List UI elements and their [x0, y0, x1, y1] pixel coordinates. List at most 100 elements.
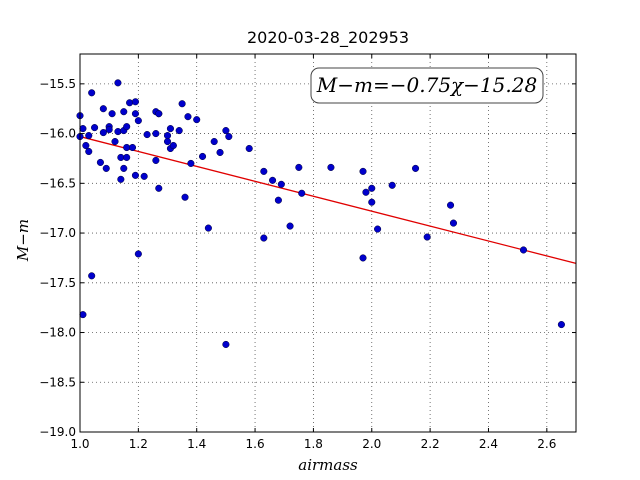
- x-tick-label: 1.4: [187, 437, 206, 451]
- data-point: [131, 98, 139, 106]
- data-point: [423, 233, 431, 241]
- data-point: [128, 143, 137, 152]
- data-point: [85, 132, 93, 140]
- data-point: [143, 131, 151, 139]
- data-point: [134, 250, 142, 258]
- x-tick-label: 2.6: [537, 437, 556, 451]
- data-point: [446, 201, 455, 209]
- y-tick-label: −17.5: [39, 276, 76, 290]
- data-point: [204, 224, 212, 232]
- x-tick-label: 1.0: [70, 437, 89, 451]
- x-tick-label: 1.6: [246, 437, 265, 451]
- y-tick-label: −15.5: [39, 77, 76, 91]
- data-point: [225, 133, 233, 141]
- y-tick-label: −17.0: [39, 226, 76, 240]
- data-point: [245, 144, 253, 153]
- x-tick-label: 1.8: [304, 437, 323, 451]
- data-point: [140, 172, 148, 180]
- data-point: [155, 110, 163, 118]
- x-tick-label: 2.2: [421, 437, 440, 451]
- axis-ticks: 1.0 1.2 1.4 1.6 1.8 2.0 2.2 2.4 2.6 −15.5 −16.0 −16…: [39, 54, 576, 451]
- data-point: [557, 321, 565, 329]
- data-point: [91, 124, 99, 132]
- y-tick-label: −16.0: [39, 127, 76, 141]
- annotation-box: M−m=−0.75χ−15.28: [310, 67, 544, 104]
- y-tick-label: −16.5: [39, 176, 76, 190]
- data-point: [222, 127, 230, 135]
- data-point: [187, 159, 195, 167]
- x-tick-label: 1.2: [129, 437, 148, 451]
- data-point: [368, 198, 376, 206]
- data-point: [362, 188, 370, 196]
- data-point: [178, 100, 186, 108]
- data-point: [131, 110, 139, 118]
- data-point: [163, 132, 172, 140]
- data-point: [359, 254, 367, 262]
- data-point: [449, 219, 458, 227]
- x-axis-label: airmass: [298, 456, 358, 474]
- annotation-frame: [310, 67, 544, 104]
- data-point: [131, 171, 139, 179]
- data-point: [519, 246, 528, 254]
- data-point: [181, 193, 189, 201]
- data-point: [123, 153, 131, 162]
- fit-line-group: [79, 135, 577, 265]
- data-point: [277, 180, 285, 188]
- data-point: [411, 164, 420, 172]
- data-point: [117, 175, 125, 183]
- data-point: [99, 129, 107, 137]
- data-point: [210, 137, 218, 146]
- data-point: [99, 105, 107, 113]
- data-point: [85, 147, 93, 156]
- data-point: [184, 113, 192, 121]
- data-points: [76, 79, 565, 349]
- data-point: [269, 176, 277, 184]
- fit-line: [79, 135, 577, 265]
- data-point: [295, 163, 303, 171]
- y-tick-label: −19.0: [39, 425, 76, 439]
- data-point: [88, 272, 96, 280]
- data-point: [175, 127, 183, 135]
- data-point: [260, 234, 268, 242]
- data-point: [274, 196, 282, 204]
- fit-equation-label: M−m=−0.75χ−15.28: [316, 73, 537, 97]
- y-tick-label: −18.5: [39, 375, 76, 389]
- data-point: [126, 99, 134, 107]
- data-point: [374, 225, 382, 233]
- data-point: [166, 125, 174, 133]
- data-point: [134, 117, 142, 125]
- data-point: [388, 181, 396, 189]
- data-point: [198, 152, 207, 161]
- data-point: [88, 89, 96, 97]
- data-point: [152, 130, 160, 138]
- data-point: [359, 167, 367, 175]
- data-point: [102, 164, 110, 172]
- data-point: [108, 110, 116, 118]
- data-point: [286, 222, 294, 230]
- data-point: [327, 163, 335, 171]
- x-tick-label: 2.4: [479, 437, 498, 451]
- data-point: [114, 79, 122, 87]
- data-point: [216, 148, 224, 157]
- x-tick-label: 2.0: [362, 437, 381, 451]
- data-point: [123, 123, 131, 131]
- data-point: [111, 137, 119, 146]
- data-point: [114, 128, 122, 136]
- data-point: [105, 126, 113, 134]
- data-point: [120, 108, 128, 116]
- data-point: [169, 141, 177, 150]
- data-point: [82, 141, 90, 150]
- data-point: [155, 184, 163, 192]
- data-point: [120, 164, 128, 172]
- data-point: [368, 184, 376, 192]
- data-point: [79, 125, 87, 133]
- data-point: [222, 340, 230, 349]
- y-axis-label: M−m: [14, 219, 32, 262]
- plot-frame: [79, 53, 577, 433]
- y-tick-label: −18.0: [39, 326, 76, 340]
- data-point: [298, 189, 306, 197]
- data-point: [260, 167, 268, 175]
- data-point: [79, 311, 87, 319]
- data-point: [152, 156, 160, 164]
